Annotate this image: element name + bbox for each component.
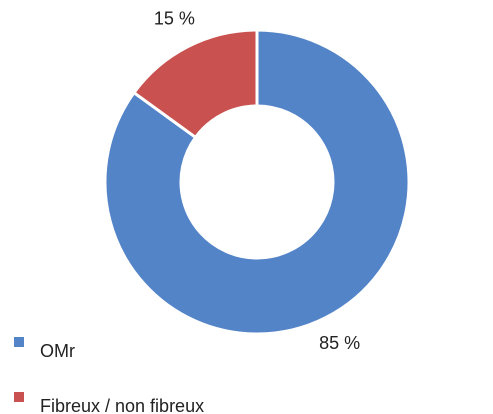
legend-swatch — [14, 337, 24, 347]
donut-slice — [103, 28, 411, 336]
donut-slice — [131, 28, 259, 140]
slice-label: 85 % — [319, 333, 360, 353]
legend-swatch — [14, 392, 24, 402]
slice-label: 15 % — [154, 9, 195, 29]
legend-label: OMr — [40, 341, 75, 361]
legend-label: Fibreux / non fibreux — [40, 396, 204, 414]
